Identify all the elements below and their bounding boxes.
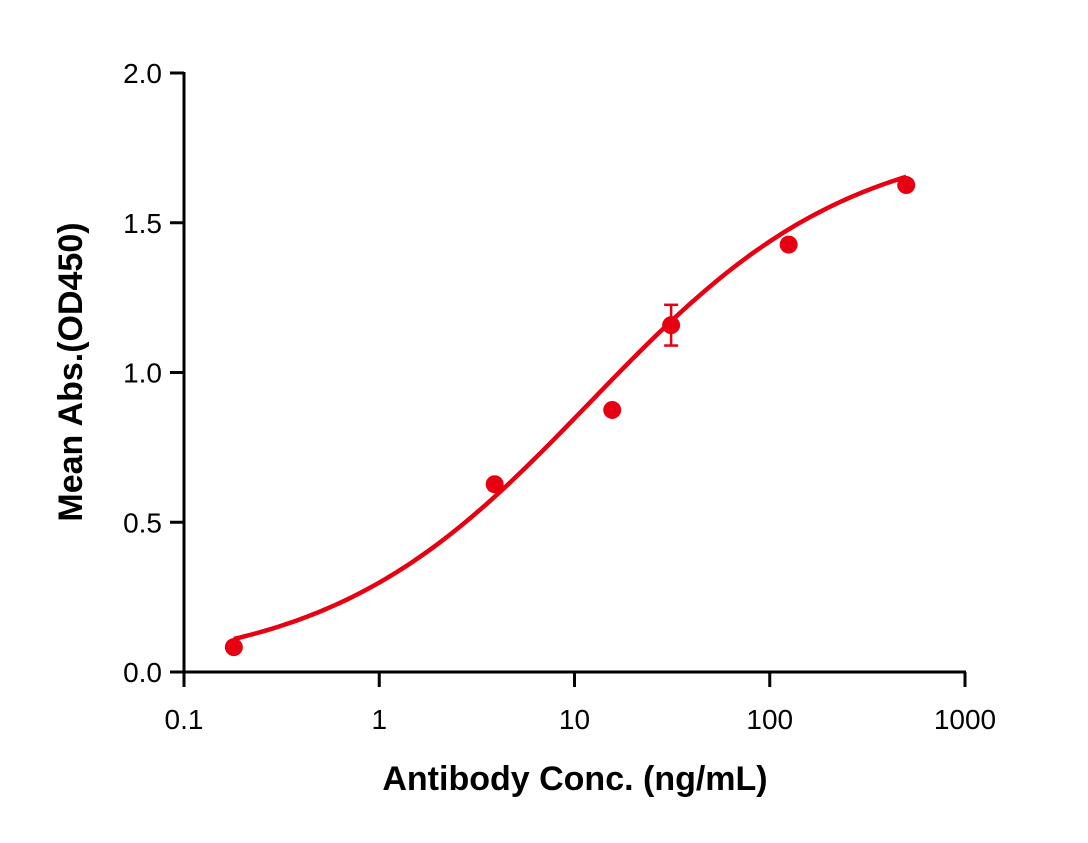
y-tick-label: 1.0 xyxy=(123,358,162,389)
data-point xyxy=(779,235,798,254)
x-axis-title: Antibody Conc. (ng/mL) xyxy=(382,760,767,798)
y-tick-label: 0.0 xyxy=(123,657,162,688)
y-axis: 0.0 0.5 1.0 1.5 2.0 xyxy=(123,58,186,688)
data-point xyxy=(897,176,916,195)
y-tick-label: 1.5 xyxy=(123,208,162,239)
data-point xyxy=(224,638,243,657)
x-tick-label: 1 xyxy=(371,704,387,735)
x-tick-label: 100 xyxy=(746,704,793,735)
y-tick-label: 0.5 xyxy=(123,507,162,538)
y-axis-title: Mean Abs.(OD450) xyxy=(52,222,90,521)
data-point xyxy=(662,316,681,335)
x-tick-label: 0.1 xyxy=(165,704,204,735)
data-point xyxy=(485,475,504,494)
data-point xyxy=(603,400,622,419)
x-tick-label: 1000 xyxy=(934,704,996,735)
x-tick-label: 10 xyxy=(559,704,590,735)
data-series xyxy=(224,174,916,657)
y-tick-label: 2.0 xyxy=(123,58,162,89)
fit-curve xyxy=(233,174,907,642)
x-axis: 0.1 1 10 100 1000 xyxy=(165,670,996,735)
